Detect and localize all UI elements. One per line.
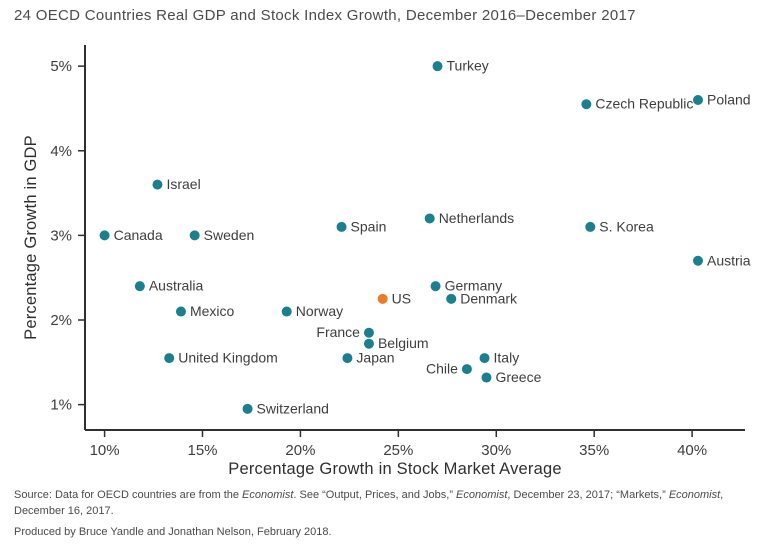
data-point-netherlands xyxy=(424,213,435,224)
point-label-germany: Germany xyxy=(445,278,503,294)
point-label-mexico: Mexico xyxy=(190,303,235,319)
source-text-segment: Source: Data for OECD countries are from… xyxy=(14,489,243,501)
data-point-germany xyxy=(430,281,441,292)
point-label-netherlands: Netherlands xyxy=(439,210,515,226)
point-label-canada: Canada xyxy=(114,227,163,243)
scatter-plot: 10% 15% 20% 25% 30% 35% 40% 1% 2% 3% 4% 5% Percentag… xyxy=(22,45,751,478)
data-point-united-kingdom xyxy=(164,353,175,364)
x-tick-label: 35% xyxy=(579,442,609,459)
source-line-1: Source: Data for OECD countries are from… xyxy=(14,487,758,503)
source-italic-segment: Economist xyxy=(668,489,721,501)
source-note: Source: Data for OECD countries are from… xyxy=(14,487,758,540)
data-point-denmark xyxy=(446,293,457,304)
data-point-greece xyxy=(481,372,492,383)
source-text-segment: , xyxy=(720,489,724,501)
data-point-chile xyxy=(461,364,472,375)
point-label-turkey: Turkey xyxy=(447,58,489,74)
data-point-turkey xyxy=(432,61,443,72)
source-text-segment: . See “Output, Prices, and Jobs,” xyxy=(293,489,457,501)
y-tick-label: 2% xyxy=(50,312,72,329)
point-label-denmark: Denmark xyxy=(460,290,518,306)
data-point-belgium xyxy=(363,338,374,349)
source-text-segment: , December 23, 2017; “Markets,” xyxy=(507,489,669,501)
point-label-united-kingdom: United Kingdom xyxy=(178,350,278,366)
data-point-us xyxy=(377,293,388,304)
data-point-norway xyxy=(281,306,292,317)
data-point-israel xyxy=(152,179,163,190)
x-tick-label: 40% xyxy=(677,442,707,459)
point-label-norway: Norway xyxy=(296,303,343,319)
data-point-japan xyxy=(342,353,353,364)
data-point-canada xyxy=(99,230,110,241)
data-point-poland xyxy=(692,95,703,105)
point-label-chile: Chile xyxy=(426,361,458,377)
data-point-czech-republic xyxy=(581,99,592,110)
x-tick-label: 30% xyxy=(481,442,511,459)
point-label-australia: Australia xyxy=(149,278,204,294)
data-point-switzerland xyxy=(242,403,253,414)
x-axis-title: Percentage Growth in Stock Market Averag… xyxy=(228,460,561,478)
x-tick-label: 20% xyxy=(285,442,315,459)
source-italic-segment: Economist xyxy=(456,489,508,501)
point-label-france: France xyxy=(316,324,360,340)
x-tick-label: 10% xyxy=(90,442,120,459)
point-label-belgium: Belgium xyxy=(378,335,429,351)
point-label-switzerland: Switzerland xyxy=(257,400,329,416)
source-line-2: December 16, 2017. xyxy=(14,505,114,517)
y-axis-title: Percentage Growth in GDP xyxy=(22,135,40,340)
data-point-mexico xyxy=(175,306,186,317)
point-label-greece: Greece xyxy=(495,369,541,385)
x-tick-label: 25% xyxy=(383,442,413,459)
point-label-us: US xyxy=(392,290,411,306)
y-tick-label: 4% xyxy=(50,143,72,160)
point-label-s-korea: S. Korea xyxy=(599,218,654,234)
point-label-italy: Italy xyxy=(494,350,520,366)
data-point-s-korea xyxy=(585,221,596,232)
data-point-france xyxy=(363,327,374,338)
data-point-australia xyxy=(134,281,145,292)
point-label-poland: Poland xyxy=(707,92,751,108)
source-italic-segment: Economist xyxy=(242,489,294,501)
y-tick-label: 3% xyxy=(50,227,72,244)
data-point-sweden xyxy=(189,230,200,241)
data-point-spain xyxy=(336,221,347,232)
point-label-sweden: Sweden xyxy=(204,227,255,243)
source-line-3: Produced by Bruce Yandle and Jonathan Ne… xyxy=(14,526,332,538)
point-label-japan: Japan xyxy=(356,350,394,366)
point-label-israel: Israel xyxy=(166,176,200,192)
chart-title: 24 OECD Countries Real GDP and Stock Ind… xyxy=(14,7,636,24)
x-tick-label: 15% xyxy=(187,442,217,459)
y-tick-label: 5% xyxy=(50,58,72,75)
y-tick-label: 1% xyxy=(50,397,72,414)
point-label-czech-republic: Czech Republic xyxy=(595,96,693,112)
point-label-spain: Spain xyxy=(351,218,387,234)
point-label-austria: Austria xyxy=(707,252,751,268)
data-point-italy xyxy=(479,353,490,364)
data-point-austria xyxy=(692,255,703,266)
